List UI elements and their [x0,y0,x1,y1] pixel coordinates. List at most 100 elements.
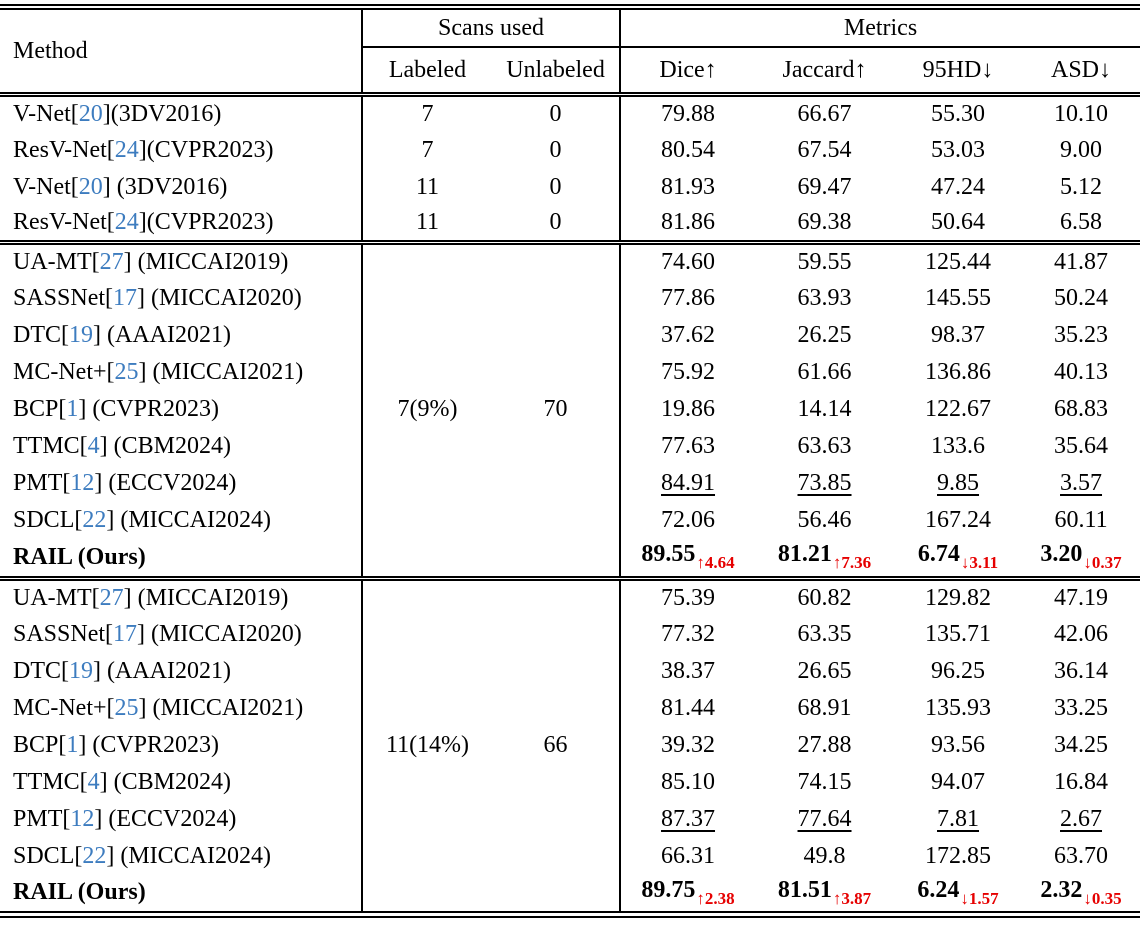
method-name: V-Net[ [13,173,79,200]
metric-value: 133.6 [931,432,986,459]
labeled-scans-value: 7(9%) [397,395,458,422]
labeled-scans-value: 11(14%) [385,731,470,758]
method-name: SDCL[ [13,842,83,869]
col-header-method: Method [0,4,362,97]
method-name: DTC[ [13,657,69,684]
metric-value: 79.88 [661,100,716,127]
metric-value: 3.57 [1060,469,1103,496]
method-name: DTC[ [13,321,69,348]
col-header-labeled: Labeled [361,47,492,97]
method-name: PMT[ [13,469,71,496]
method-venue: ] (AAAI2021) [93,657,231,684]
unlabeled-scans-value: 66 [543,731,568,758]
metric-cell: 3.57 [1022,464,1140,501]
citation-link[interactable]: 24 [114,209,139,236]
citation-link[interactable]: 19 [69,321,93,348]
metric-value: 47.19 [1054,584,1109,611]
method-venue: ] (MICCAI2019) [123,248,289,275]
metric-cell: 47.24 [894,168,1022,205]
metric-value: 75.92 [661,358,716,385]
unlabeled-scans-cell [492,652,620,689]
metric-cell: 36.14 [1022,652,1140,689]
citation-link[interactable]: 27 [99,248,124,275]
unlabeled-scans-cell [492,538,620,578]
citation-link[interactable]: 20 [78,173,103,200]
method-name: MC-Net+[ [13,358,115,385]
citation-link[interactable]: 27 [99,584,124,611]
metric-cell: 84.91 [619,464,756,501]
metric-value: 63.70 [1054,842,1109,869]
metric-value: 77.86 [661,284,716,311]
metric-cell: 77.64 [755,800,894,837]
metric-value: 47.24 [931,173,986,200]
delta-badge: ↓1.57 [960,889,998,908]
metric-cell: 2.32↓0.35 [1022,874,1140,918]
delta-arrow-icon: ↓ [960,553,970,573]
metric-value: 19.86 [661,395,716,422]
metric-cell: 89.75↑2.38 [619,874,756,918]
metric-value: 69.38 [797,209,852,236]
table-row: MC-Net+[25] (MICCAI2021) 81.44 68.91 135.93… [0,689,1140,726]
metric-value-main: 2.32 [1040,876,1083,903]
metric-value: 6.58 [1060,209,1103,236]
citation-link[interactable]: 25 [114,694,139,721]
metric-cell: 39.32 [619,726,756,763]
method-venue: ] (3DV2016) [102,173,228,200]
table-row: BCP[1] (CVPR2023) 7(9%) 70 19.86 14.14 122.67… [0,390,1140,427]
metric-cell: 74.15 [755,763,894,800]
citation-link[interactable]: 20 [78,100,103,127]
metric-value: 14.14 [797,395,852,422]
delta-arrow-icon: ↑ [832,553,842,573]
citation-link[interactable]: 24 [114,136,139,163]
unlabeled-scans-cell [492,279,620,316]
citation-link[interactable]: 1 [66,395,79,422]
citation-link[interactable]: 19 [69,657,93,684]
method-cell: SASSNet[17] (MICCAI2020) [0,279,362,316]
unlabeled-scans-cell: 66 [492,726,620,763]
labeled-scans-cell [361,353,492,390]
citation-link[interactable]: 4 [87,432,100,459]
metric-cell: 6.24↓1.57 [894,874,1023,918]
unlabeled-scans-cell [492,689,620,726]
table-row: V-Net[20](3DV2016) 7 0 79.88 66.67 55.30 10.10 [0,91,1140,131]
table-row: DTC[19] (AAAI2021) 37.62 26.25 98.37 35.23 [0,316,1140,353]
labeled-scans-cell: 11 [361,168,492,205]
metric-cell: 73.85 [755,464,894,501]
table-row: SASSNet[17] (MICCAI2020) 77.32 63.35 135.71… [0,615,1140,652]
citation-link[interactable]: 12 [70,805,95,832]
method-cell: PMT[12] (ECCV2024) [0,800,362,837]
metric-cell: 66.31 [619,837,756,874]
metric-cell: 38.37 [619,652,756,689]
metric-value: 55.30 [931,100,986,127]
delta-value: 0.37 [1091,553,1122,573]
metric-value: 63.93 [797,284,852,311]
metric-value: 122.67 [925,395,992,422]
citation-link[interactable]: 17 [113,284,138,311]
citation-link[interactable]: 22 [82,506,107,533]
unlabeled-scans-value: 0 [549,209,562,236]
labeled-scans-value: 7 [421,136,434,163]
citation-link[interactable]: 17 [113,620,138,647]
metric-value: 59.55 [797,248,852,275]
metric-cell: 34.25 [1022,726,1140,763]
metric-cell: 74.60 [619,239,756,279]
citation-link[interactable]: 12 [70,469,95,496]
labeled-scans-cell: 7 [361,91,492,131]
metric-value: 2.67 [1060,805,1103,832]
metric-cell: 60.82 [755,575,895,615]
method-cell: RAIL (Ours) [0,874,362,918]
citation-link[interactable]: 22 [82,842,107,869]
metric-cell: 35.23 [1022,316,1140,353]
citation-link[interactable]: 4 [87,768,100,795]
citation-link[interactable]: 1 [66,731,79,758]
metric-cell: 167.24 [894,501,1022,538]
delta-badge: ↓3.11 [961,553,998,572]
citation-link[interactable]: 25 [114,358,139,385]
metric-cell: 42.06 [1022,615,1140,652]
metric-value: 38.37 [661,657,716,684]
metric-value: 10.10 [1054,100,1109,127]
metric-cell: 60.11 [1022,501,1140,538]
metric-value-main: 81.21 [777,541,832,568]
metric-cell: 81.44 [619,689,756,726]
metric-cell: 75.39 [619,575,756,615]
